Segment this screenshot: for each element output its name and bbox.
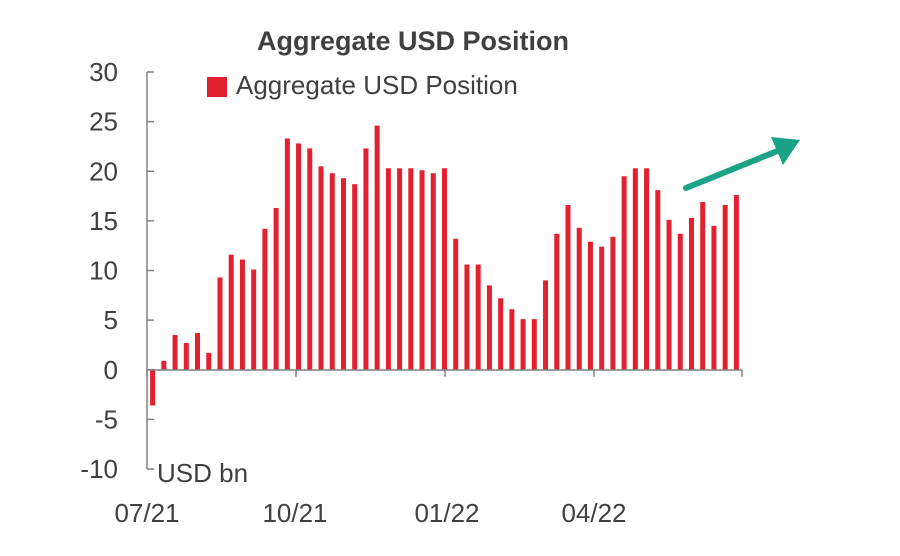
y-tick-label: 10 [89,256,118,286]
bar [419,170,425,370]
x-tick-label: 04/22 [561,498,626,528]
bar [385,168,391,370]
bar [531,319,537,370]
legend-swatch [207,77,227,97]
bar [599,246,605,370]
x-tick-label: 10/21 [262,498,327,528]
bar [677,233,683,370]
bar [610,236,616,370]
bar [251,269,257,370]
bar [430,173,436,370]
unit-label: USD bn [157,458,248,488]
bar [340,178,346,370]
bar [621,176,627,370]
bar [442,168,447,370]
bars [150,125,739,406]
bar [307,148,313,370]
bar [509,309,515,370]
y-tick-label: 15 [89,206,118,236]
legend: Aggregate USD Position [207,70,518,100]
trend-arrow [683,137,800,191]
bar [183,342,189,370]
bar [576,227,582,370]
bar [374,125,380,370]
bar [408,168,414,370]
bar [644,168,650,370]
bar [195,333,201,370]
bar [206,352,212,370]
bar [565,205,571,370]
bar [228,254,234,370]
bar [655,190,661,370]
bar [498,298,504,370]
bar [587,241,593,370]
y-tick-label: -10 [80,454,118,484]
bar [296,143,302,370]
bar [363,148,369,370]
x-tick-labels: 07/21 10/21 01/22 04/22 [114,498,626,528]
bar [464,264,470,370]
bar [150,369,156,406]
legend-label: Aggregate USD Position [236,70,518,100]
bar [318,166,324,370]
y-tick-labels: -10 -5 0 5 10 15 20 25 30 [80,57,118,484]
bar [329,173,335,370]
y-tick-label: -5 [95,404,118,434]
x-tick-label: 01/22 [414,498,479,528]
bar [453,238,459,370]
bar [284,138,290,370]
bar [688,217,694,370]
bar [217,277,223,370]
y-tick-marks [147,71,154,470]
bar [700,202,706,370]
y-tick-label: 5 [104,305,118,335]
bar [239,259,245,370]
bar [722,205,728,370]
x-tick-marks [146,369,743,377]
bar [161,360,167,370]
bar [273,207,279,370]
bar [733,195,739,370]
bar [475,264,481,370]
y-tick-label: 20 [89,156,118,186]
bar [352,184,358,370]
trend-arrow-shaft [683,147,783,191]
bar [262,228,268,370]
bar [711,225,717,370]
bar [486,285,492,370]
bar [397,168,403,370]
bar [543,280,549,370]
y-tick-label: 25 [89,107,118,137]
chart-title: Aggregate USD Position [257,26,569,56]
trend-arrow-head [771,137,800,165]
bar [554,233,560,370]
y-tick-label: 0 [104,355,118,385]
bar [632,168,638,370]
bar [172,335,178,370]
bar [520,319,526,370]
bar [666,219,672,370]
y-tick-label: 30 [89,57,118,87]
x-tick-label: 07/21 [114,498,179,528]
